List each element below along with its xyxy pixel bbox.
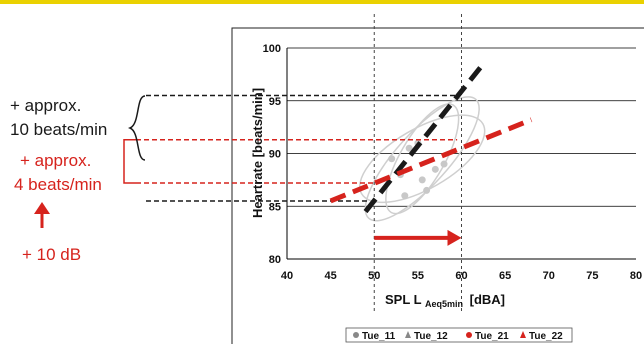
black-annotation-line2: 10 beats/min bbox=[10, 120, 107, 139]
scatter-point-Tue_11-8 bbox=[401, 192, 409, 200]
x-tick-45: 45 bbox=[325, 270, 337, 282]
red-bracket bbox=[123, 139, 136, 184]
scatter-point-Tue_11-5 bbox=[405, 144, 413, 152]
scatter-point-Tue_11-7 bbox=[418, 176, 426, 184]
red-annotation-line1: + approx. bbox=[20, 151, 91, 170]
db-increase-label: + 10 dB bbox=[22, 245, 81, 264]
x-tick-50: 50 bbox=[368, 270, 380, 282]
reference-lines bbox=[373, 14, 462, 311]
y-tick-90: 90 bbox=[269, 149, 281, 161]
legend-marker-tue12 bbox=[405, 331, 411, 338]
black-annotation-line1: + approx. bbox=[10, 96, 81, 115]
legend-item-tue22: Tue_22 bbox=[529, 331, 563, 342]
scatter-point-Tue_11-0 bbox=[388, 155, 396, 163]
legend-item-tue11: Tue_11 bbox=[362, 331, 396, 342]
y-tick-100: 100 bbox=[263, 43, 281, 55]
x-tick-55: 55 bbox=[412, 270, 424, 282]
red-up-arrow-icon bbox=[34, 202, 50, 228]
legend-marker-tue22 bbox=[520, 331, 526, 338]
legend: Tue_11 Tue_12 Tue_21 Tue_22 bbox=[345, 327, 573, 343]
legend-marker-tue21 bbox=[466, 332, 472, 338]
x-tick-80: 80 bbox=[630, 270, 642, 282]
x-tick-65: 65 bbox=[499, 270, 511, 282]
legend-marker-tue11 bbox=[353, 332, 359, 338]
red-annotation-line2: 4 beats/min bbox=[14, 175, 102, 194]
legend-box bbox=[345, 327, 573, 343]
red-trend-line bbox=[329, 117, 533, 204]
top-accent-bar bbox=[0, 0, 644, 4]
x-axis-label-main: SPL L bbox=[385, 292, 422, 307]
legend-item-tue21: Tue_21 bbox=[475, 331, 509, 342]
trend-lines bbox=[329, 62, 533, 214]
ellipse-3 bbox=[385, 103, 460, 215]
x-tick-60: 60 bbox=[455, 270, 467, 282]
ellipse-2 bbox=[359, 114, 486, 204]
arrow-head bbox=[447, 229, 462, 246]
scatter-point-Tue_11-4 bbox=[423, 186, 431, 194]
ellipse-1 bbox=[364, 96, 480, 222]
y-axis-label: Heartrate [beats/min] bbox=[250, 88, 265, 218]
black-brace bbox=[127, 95, 146, 161]
shift-arrow bbox=[374, 229, 462, 246]
x-tick-75: 75 bbox=[586, 270, 598, 282]
x-axis-label: SPL L Aeq5min [dBA] bbox=[385, 292, 505, 310]
x-axis-label-unit: [dBA] bbox=[470, 292, 505, 307]
y-tick-95: 95 bbox=[269, 96, 281, 108]
y-tick-85: 85 bbox=[269, 201, 281, 213]
scatter-point-Tue_11-3 bbox=[431, 165, 439, 173]
x-tick-70: 70 bbox=[543, 270, 555, 282]
tick-labels: 80 85 90 95 100 40 45 50 55 60 65 70 75 80 bbox=[263, 43, 642, 282]
confidence-ellipses bbox=[359, 96, 486, 222]
x-axis-label-sub: Aeq5min bbox=[425, 299, 463, 309]
y-tick-80: 80 bbox=[269, 254, 281, 266]
legend-item-tue12: Tue_12 bbox=[414, 331, 448, 342]
x-tick-40: 40 bbox=[281, 270, 293, 282]
black-trend-line bbox=[363, 62, 486, 214]
scatter-point-Tue_11-6 bbox=[440, 160, 448, 168]
